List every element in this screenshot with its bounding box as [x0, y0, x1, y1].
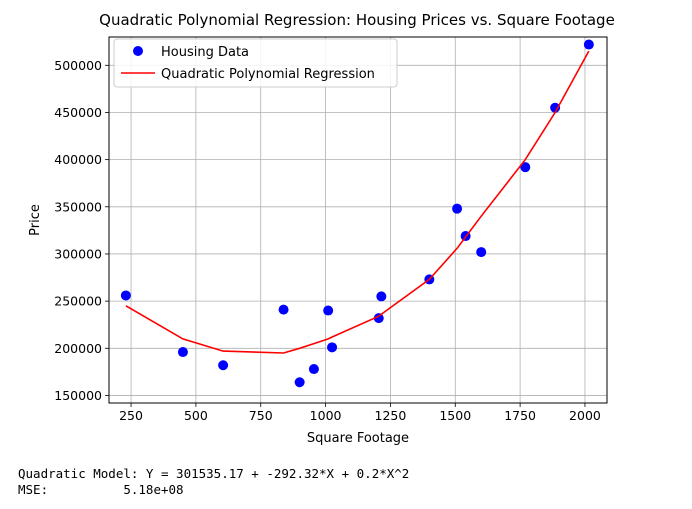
regression-line	[125, 50, 590, 354]
data-point	[376, 291, 387, 302]
data-point	[583, 39, 594, 50]
chart: Quadratic Polynomial Regression: Housing…	[28, 11, 615, 446]
data-point	[373, 313, 384, 324]
y-tick-label: 500000	[54, 58, 102, 73]
data-point	[177, 347, 188, 358]
x-tick-label: 250	[119, 408, 143, 423]
axis-ticks: 250 500 750 1000 1250 1500 1750 2000 150000 20000…	[54, 58, 601, 423]
y-tick-label: 150000	[54, 388, 102, 403]
data-point	[520, 162, 531, 173]
y-tick-label: 350000	[54, 199, 102, 214]
y-tick-label: 300000	[54, 246, 102, 261]
data-point	[323, 305, 334, 316]
x-tick-label: 2000	[569, 408, 601, 423]
legend-marker-housing-data	[133, 46, 143, 56]
plot-data	[120, 39, 594, 388]
x-axis-label: Square Footage	[307, 431, 409, 446]
legend-label-regression: Quadratic Polynomial Regression	[161, 67, 375, 82]
legend-box	[113, 38, 398, 88]
data-point	[476, 247, 487, 258]
data-point	[218, 360, 229, 371]
data-point	[452, 203, 463, 214]
chart-title: Quadratic Polynomial Regression: Housing…	[99, 11, 615, 29]
y-tick-label: 450000	[54, 105, 102, 120]
grid	[109, 37, 607, 403]
x-tick-label: 500	[184, 408, 208, 423]
y-tick-label: 250000	[54, 294, 102, 309]
data-point	[294, 377, 305, 388]
x-tick-label: 1750	[504, 408, 536, 423]
data-point	[550, 102, 561, 113]
y-tick-label: 400000	[54, 152, 102, 167]
y-axis-label: Price	[28, 204, 43, 236]
x-tick-label: 750	[249, 408, 273, 423]
data-point	[327, 342, 338, 353]
model-mse: MSE: 5.18e+08	[18, 482, 184, 497]
x-tick-label: 1500	[439, 408, 471, 423]
x-tick-label: 1000	[310, 408, 342, 423]
data-point	[120, 290, 131, 301]
data-point	[278, 304, 289, 315]
legend-label-housing-data: Housing Data	[161, 45, 249, 60]
x-tick-label: 1250	[375, 408, 407, 423]
legend: Housing Data Quadratic Polynomial Regres…	[113, 38, 398, 88]
model-caption: Quadratic Model: Y = 301535.17 + -292.32…	[18, 466, 409, 498]
plot-frame	[108, 36, 608, 404]
model-equation: Quadratic Model: Y = 301535.17 + -292.32…	[18, 466, 410, 481]
y-tick-label: 200000	[54, 341, 102, 356]
data-point	[308, 364, 319, 375]
